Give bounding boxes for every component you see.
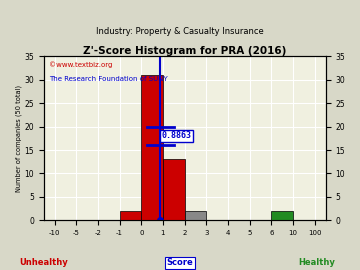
Text: The Research Foundation of SUNY: The Research Foundation of SUNY	[49, 76, 168, 82]
Bar	[271, 211, 293, 220]
Bar	[163, 159, 185, 220]
Y-axis label: Number of companies (50 total): Number of companies (50 total)	[15, 85, 22, 192]
Text: ©www.textbiz.org: ©www.textbiz.org	[49, 61, 113, 68]
Bar	[120, 211, 141, 220]
Title: Z'-Score Histogram for PRA (2016): Z'-Score Histogram for PRA (2016)	[83, 46, 286, 56]
Text: Industry: Property & Casualty Insurance: Industry: Property & Casualty Insurance	[96, 28, 264, 36]
Text: 0.8863: 0.8863	[162, 131, 192, 140]
Text: Healthy: Healthy	[298, 258, 335, 267]
Bar	[141, 75, 163, 220]
Text: Unhealthy: Unhealthy	[19, 258, 68, 267]
Bar	[185, 211, 206, 220]
Text: Score: Score	[167, 258, 193, 267]
